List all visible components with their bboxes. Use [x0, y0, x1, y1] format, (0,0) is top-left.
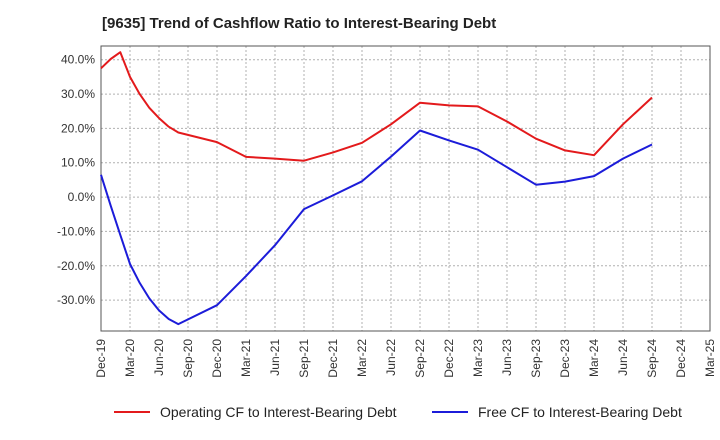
x-tick-label: Mar-21 [239, 339, 253, 377]
x-tick-label: Dec-19 [94, 339, 108, 378]
x-tick-label: Mar-25 [703, 339, 717, 377]
y-tick-label: 10.0% [61, 156, 95, 170]
x-tick-label: Dec-20 [210, 339, 224, 378]
y-tick-label: -30.0% [57, 293, 95, 307]
y-tick-label: 40.0% [61, 53, 95, 67]
legend-item-operating-cf: Operating CF to Interest-Bearing Debt [114, 402, 397, 422]
y-tick-label: 20.0% [61, 121, 95, 135]
y-tick-label: 30.0% [61, 87, 95, 101]
x-tick-label: Sep-23 [529, 339, 543, 378]
x-tick-label: Jun-23 [500, 339, 514, 376]
grid-layer [100, 46, 711, 331]
x-tick-label: Mar-20 [123, 339, 137, 377]
x-tick-label: Jun-20 [152, 339, 166, 376]
tick-label-layer: Dec-19 Mar-20 Jun-20 Sep-20 Dec-20 Mar-21 Jun-… [57, 53, 717, 378]
legend-label-operating-cf: Operating CF to Interest-Bearing Debt [160, 404, 397, 420]
legend-item-free-cf: Free CF to Interest-Bearing Debt [432, 402, 682, 422]
y-tick-label: -10.0% [57, 224, 95, 238]
series-line-operating-cf [100, 51, 653, 162]
axis-layer [100, 45, 711, 332]
series-line-free-cf [100, 129, 653, 326]
x-tick-label: Sep-24 [645, 339, 659, 378]
x-tick-label: Sep-20 [181, 339, 195, 378]
legend-swatch-operating-cf [114, 411, 150, 413]
x-tick-label: Sep-22 [413, 339, 427, 378]
x-tick-label: Sep-21 [297, 339, 311, 378]
x-tick-label: Jun-21 [268, 339, 282, 376]
chart-title: [9635] Trend of Cashflow Ratio to Intere… [102, 15, 497, 32]
series-layer [100, 51, 653, 326]
x-tick-label: Dec-24 [674, 339, 688, 378]
x-tick-label: Jun-22 [384, 339, 398, 376]
y-tick-label: -20.0% [57, 259, 95, 273]
y-tick-label: 0.0% [68, 190, 96, 204]
legend-label-free-cf: Free CF to Interest-Bearing Debt [478, 404, 682, 420]
x-tick-label: Mar-24 [587, 339, 601, 377]
plot-frame [100, 45, 711, 332]
legend-swatch-free-cf [432, 411, 468, 413]
x-tick-label: Dec-21 [326, 339, 340, 378]
x-tick-label: Jun-24 [616, 339, 630, 376]
x-tick-label: Dec-22 [442, 339, 456, 378]
x-tick-label: Dec-23 [558, 339, 572, 378]
x-tick-label: Mar-23 [471, 339, 485, 377]
x-tick-label: Mar-22 [355, 339, 369, 377]
